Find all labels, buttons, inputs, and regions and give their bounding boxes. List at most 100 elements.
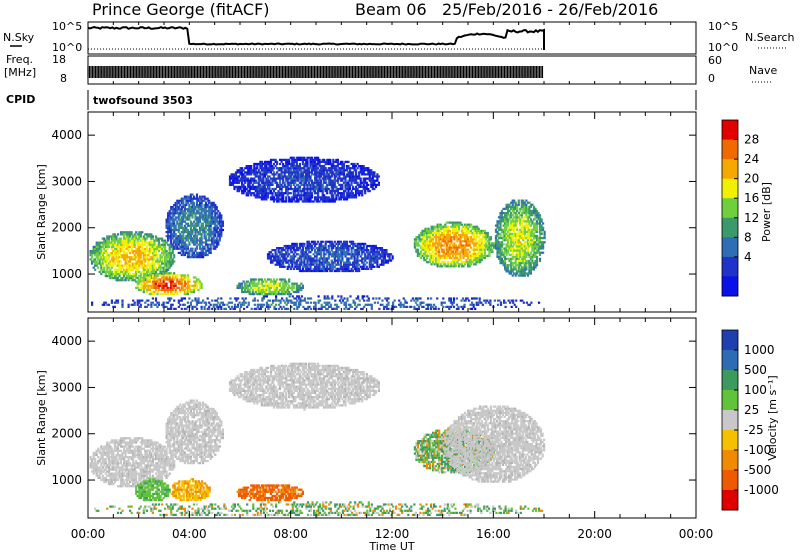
echo-cell	[362, 183, 365, 186]
echo-cell	[320, 171, 323, 174]
echo-cell	[238, 175, 241, 178]
echo-cell	[253, 293, 256, 296]
echo-cell	[280, 158, 283, 161]
echo-cell	[370, 251, 373, 254]
echo-cell	[280, 171, 283, 174]
echo-cell	[298, 269, 301, 273]
echo-cell	[465, 240, 468, 243]
echo-cell	[433, 244, 436, 247]
echo-cell	[100, 241, 103, 244]
echo-cell	[180, 278, 183, 281]
echo-cell	[320, 175, 323, 178]
echo-cell	[304, 181, 308, 184]
echo-cell	[185, 239, 188, 242]
echo-cell	[109, 243, 112, 246]
echo-cell	[162, 270, 165, 273]
echo-cell	[203, 251, 206, 254]
echo-cell	[115, 250, 118, 253]
echo-cell	[247, 183, 250, 186]
echo-cell	[329, 175, 332, 178]
echo-cell	[297, 190, 300, 193]
echo-cell	[445, 244, 448, 247]
echo-cell	[427, 242, 430, 245]
echo-cell	[167, 274, 170, 277]
echo-cell	[288, 183, 291, 186]
echo-cell	[253, 286, 256, 289]
echo-cell	[344, 185, 347, 188]
echo-cell	[317, 259, 320, 262]
echo-cell	[289, 156, 292, 159]
echo-cell	[206, 206, 209, 209]
echo-cell	[292, 158, 295, 161]
echo-cell	[323, 173, 326, 176]
echo-cell	[186, 284, 189, 287]
echo-cell	[345, 175, 349, 178]
echo-cell	[315, 169, 318, 172]
echo-cell	[310, 167, 314, 170]
echo-cell	[298, 196, 301, 199]
echo-cell	[200, 197, 203, 200]
echo-cell	[373, 244, 376, 248]
echo-cell	[208, 233, 211, 236]
echo-cell	[336, 194, 339, 197]
echo-cell	[320, 249, 323, 252]
echo-cell	[300, 198, 303, 201]
echo-cell	[294, 251, 297, 254]
echo-cell	[182, 253, 185, 257]
echo-cell	[427, 229, 430, 232]
echo-cell	[174, 284, 177, 287]
echo-cell	[321, 198, 324, 201]
echo-cell	[358, 249, 361, 252]
echo-cell	[242, 175, 245, 178]
echo-cell	[280, 253, 283, 256]
echo-cell	[359, 244, 362, 248]
echo-cell	[156, 262, 159, 265]
echo-cell	[138, 235, 141, 238]
echo-cell	[191, 249, 194, 252]
echo-cell	[271, 253, 274, 256]
echo-cell	[115, 275, 118, 278]
echo-cell	[306, 162, 309, 166]
echo-cell	[262, 194, 265, 197]
echo-cell	[307, 181, 311, 184]
echo-cell	[144, 268, 147, 271]
echo-cell	[347, 259, 350, 262]
echo-cell	[215, 231, 218, 234]
echo-cell	[291, 171, 294, 174]
echo-cell	[115, 245, 118, 248]
echo-cell	[430, 254, 433, 257]
echo-cell	[250, 165, 253, 168]
echo-cell	[247, 290, 250, 294]
echo-cell	[323, 251, 326, 254]
echo-cell	[188, 218, 191, 221]
echo-cell	[462, 256, 465, 260]
echo-cell	[188, 210, 191, 213]
echo-cell	[214, 247, 217, 250]
echo-cell	[304, 200, 308, 203]
echo-cell	[150, 258, 153, 261]
echo-cell	[113, 241, 116, 244]
echo-cell	[195, 239, 199, 242]
echo-cell	[244, 179, 247, 182]
echo-cell	[324, 269, 327, 273]
echo-cell	[185, 247, 188, 250]
echo-cell	[335, 255, 338, 258]
echo-cell	[112, 258, 115, 261]
echo-cell	[314, 175, 317, 178]
echo-cell	[347, 187, 350, 191]
echo-cell	[447, 254, 450, 257]
echo-cell	[355, 185, 358, 188]
echo-cell	[309, 160, 312, 163]
echo-cell	[338, 249, 341, 252]
echo-cell	[335, 167, 338, 170]
echo-cell	[186, 253, 189, 257]
echo-cell	[95, 241, 98, 244]
echo-cell	[279, 177, 282, 180]
echo-cell	[110, 256, 113, 259]
echo-cell	[98, 258, 101, 261]
echo-cell	[332, 247, 335, 250]
echo-cell	[208, 239, 211, 242]
echo-cell	[456, 223, 459, 226]
echo-cell	[116, 277, 120, 280]
echo-cell	[195, 220, 199, 223]
